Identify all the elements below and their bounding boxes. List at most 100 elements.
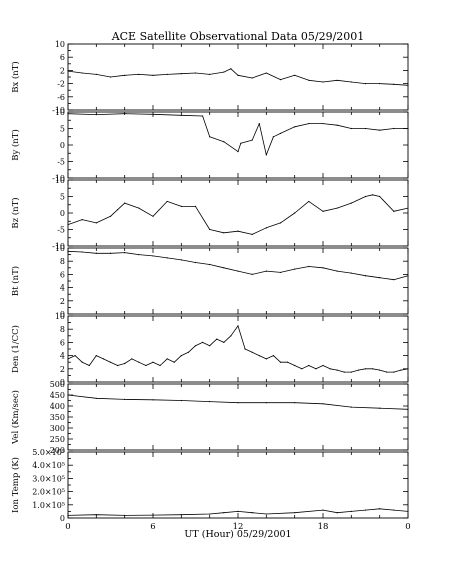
data-point xyxy=(393,127,395,130)
y-tick-label: 2 xyxy=(60,66,65,75)
x-tick-label: 0 xyxy=(405,522,410,532)
data-point xyxy=(67,514,69,516)
data-point xyxy=(294,212,296,214)
data-point xyxy=(180,259,182,261)
data-point xyxy=(180,514,182,516)
data-point xyxy=(322,122,324,125)
y-tick-label: -10 xyxy=(52,242,65,251)
series-line xyxy=(67,113,408,156)
series-line xyxy=(67,508,409,516)
data-point xyxy=(407,368,409,370)
y-tick-label: -10 xyxy=(52,174,65,183)
data-point xyxy=(315,368,317,370)
data-point xyxy=(138,207,140,209)
data-point xyxy=(350,371,352,373)
data-point xyxy=(95,73,97,75)
y-tick-label: 500 xyxy=(50,380,65,389)
data-point xyxy=(237,402,239,404)
data-point xyxy=(322,81,324,83)
data-point xyxy=(279,132,282,135)
y-tick-label: 10 xyxy=(55,108,65,117)
y-tick-label: 3.0×10⁵ xyxy=(32,474,65,483)
y-tick-label: 10 xyxy=(55,176,65,185)
data-point xyxy=(350,510,352,512)
data-point xyxy=(407,84,409,86)
data-point xyxy=(393,371,395,373)
data-point xyxy=(152,514,154,516)
panel-1: 10 6 2 -2 -6 -10 Bx (nT) xyxy=(10,40,409,115)
data-point xyxy=(265,513,267,515)
y-tick-label: 6 xyxy=(60,270,65,279)
y-tick-label: -2 xyxy=(57,80,65,89)
y-tick-label: 8 xyxy=(60,325,65,334)
data-point xyxy=(67,250,69,252)
data-point xyxy=(322,364,324,367)
data-point xyxy=(166,358,168,360)
data-point xyxy=(124,362,126,365)
data-point xyxy=(379,508,381,510)
data-point xyxy=(209,513,211,515)
data-point xyxy=(194,205,197,207)
y-tick-label: 400 xyxy=(50,402,65,411)
data-point xyxy=(152,361,154,363)
data-point xyxy=(371,194,374,196)
data-point xyxy=(180,355,182,357)
data-point xyxy=(364,83,367,85)
data-point xyxy=(180,399,182,402)
y-tick-label: 8 xyxy=(60,257,65,266)
data-point xyxy=(308,122,310,125)
data-point xyxy=(364,368,367,370)
data-point xyxy=(265,358,267,360)
data-point xyxy=(145,364,147,367)
data-point xyxy=(124,252,126,254)
data-point xyxy=(279,271,282,274)
data-point xyxy=(237,325,239,327)
data-point xyxy=(308,200,310,203)
panel-2: 10 5 0 -5 -10 By (nT) xyxy=(10,108,409,183)
data-point xyxy=(364,127,367,130)
y-axis-label: Bt (nT) xyxy=(10,266,21,296)
y-tick-label: 5 xyxy=(60,193,65,202)
data-point xyxy=(166,257,168,259)
data-point xyxy=(109,361,112,363)
data-point xyxy=(81,72,83,74)
data-point xyxy=(322,509,324,511)
data-point xyxy=(350,272,352,274)
data-point xyxy=(294,126,296,128)
data-point xyxy=(237,510,239,512)
data-point xyxy=(116,209,119,211)
data-point xyxy=(308,79,310,81)
data-point xyxy=(336,512,338,514)
data-point xyxy=(407,510,409,512)
x-tick-label: 18 xyxy=(318,522,329,532)
data-point xyxy=(379,277,381,279)
data-point xyxy=(237,230,239,232)
data-point xyxy=(251,233,253,236)
y-tick-label: 2 xyxy=(60,365,65,374)
data-point xyxy=(336,79,338,81)
data-point xyxy=(138,73,140,75)
y-tick-label: 10 xyxy=(55,244,65,253)
data-point xyxy=(67,70,69,72)
data-point xyxy=(223,341,225,343)
y-tick-label: 6 xyxy=(60,338,65,347)
data-point xyxy=(88,364,90,367)
panel-4: 10 8 6 4 2 0 Bt (nT) xyxy=(10,244,409,319)
data-point xyxy=(272,136,275,138)
data-point xyxy=(294,268,296,270)
data-point xyxy=(201,115,204,117)
data-point xyxy=(407,127,409,130)
y-tick-label: 0 xyxy=(60,310,65,319)
panel-6: 500 450 400 350 300 250 200 Vel (Km/sec) xyxy=(10,380,409,455)
data-point xyxy=(194,345,197,347)
y-tick-label: -5 xyxy=(57,158,65,167)
data-point xyxy=(265,270,267,272)
data-point xyxy=(371,368,374,370)
x-axis-label: UT (Hour) 05/29/2001 xyxy=(184,529,291,540)
data-point xyxy=(393,509,395,511)
data-point xyxy=(173,361,175,363)
data-point xyxy=(187,351,190,353)
panel-3: 10 5 0 -5 -10 Bz (nT) xyxy=(10,176,409,251)
y-tick-label: 300 xyxy=(50,424,65,433)
